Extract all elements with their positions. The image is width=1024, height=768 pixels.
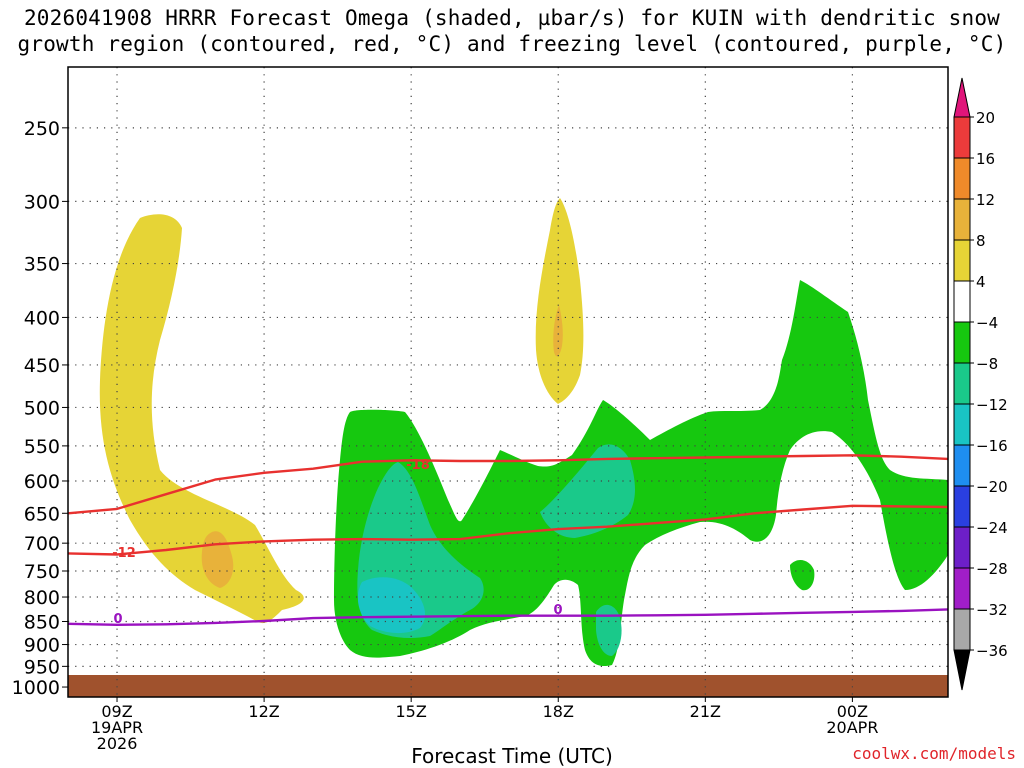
colorbar-swatch [953,280,971,323]
omega-region-neg12-neg16 [357,577,426,634]
omega-region-neg8-neg12-b [540,444,635,538]
y-tick-label: 1000 [12,677,60,699]
contour-line [68,504,948,556]
colorbar-swatch [953,157,971,200]
x-tick-label: 2026 [97,734,138,753]
colorbar-label: 20 [976,109,995,127]
contour-lines [68,454,948,626]
y-axis-pressure: 2503003504004505005506006507007508008509… [12,118,68,699]
colorbar-label: −16 [976,437,1008,455]
ground-surface [68,675,948,697]
y-tick-label: 600 [24,471,60,493]
contour-labels: -18 -12 0 0 [112,458,562,627]
y-tick-label: 500 [24,397,60,419]
y-tick-label: 350 [24,254,60,276]
colorbar-swatch [953,198,971,241]
omega-region-4-8-spike [535,198,584,404]
y-tick-label: 550 [24,436,60,458]
contour-label: 0 [113,612,122,627]
y-tick-label: 950 [24,656,60,678]
x-tick-label: 12Z [248,702,279,721]
chart-title-line-1: 2026041908 HRRR Forecast Omega (shaded, … [23,6,1001,30]
omega-region-neg4-neg8-blob [790,559,815,591]
colorbar-label: −4 [976,314,998,332]
colorbar-label: −12 [976,396,1008,414]
x-tick-label: 20APR [826,718,878,737]
colorbar-label: −32 [976,601,1008,619]
y-tick-label: 800 [24,587,60,609]
y-tick-label: 250 [24,118,60,140]
omega-region-8-12-spike [553,305,563,357]
colorbar-swatch [953,321,971,364]
colorbar-label: −20 [976,478,1008,496]
colorbar-label: −24 [976,519,1008,537]
chart-title-line-2: growth region (contoured, red, °C) and f… [17,32,1007,56]
colorbar-bottom-arrow [953,649,971,691]
colorbar-swatch [953,116,971,159]
x-tick-label: 21Z [690,702,721,721]
omega-region-4-8 [99,214,304,624]
colorbar-label: 8 [976,232,986,250]
plot-frame [67,66,949,698]
colorbar-label: −28 [976,560,1008,578]
x-tick-label: 15Z [396,702,427,721]
contour-line [68,454,948,515]
x-tick-label: 00Z [837,702,868,721]
colorbar-swatch [953,485,971,528]
colorbar-label: −8 [976,355,998,373]
omega-colorbar: 20 16 12 8 4 −4 −8 −12 −16 −20 −24 −28 −32 −36 [953,77,1008,691]
y-tick-label: 900 [24,635,60,657]
y-tick-label: 750 [24,561,60,583]
contour-label: -12 [112,546,136,561]
colorbar-swatch [953,362,971,405]
colorbar-label: 16 [976,150,995,168]
colorbar-swatch [953,444,971,487]
x-tick-label: 19APR [91,718,143,737]
x-tick-label: 18Z [543,702,574,721]
y-tick-label: 850 [24,611,60,633]
contour-label: 0 [553,603,562,618]
y-tick-label: 650 [24,503,60,525]
omega-shading [99,198,948,667]
colorbar-top-arrow [953,77,971,118]
colorbar-label: −36 [976,642,1008,660]
omega-region-neg8-neg12-c [596,604,622,656]
contour-label: -18 [406,458,430,473]
contour-line [68,608,948,626]
colorbar-swatch [953,526,971,569]
y-tick-label: 400 [24,307,60,329]
y-tick-label: 300 [24,191,60,213]
x-tick-label: 09Z [101,702,132,721]
y-tick-label: 450 [24,355,60,377]
colorbar-swatch [953,403,971,446]
y-tick-label: 700 [24,533,60,555]
source-credit: coolwx.com/models [852,744,1016,763]
colorbar-label: 12 [976,191,995,209]
colorbar-swatch [953,239,971,282]
colorbar-swatch [953,567,971,610]
omega-region-neg4-neg8 [334,280,948,667]
plot-grid [68,67,948,697]
colorbar-label: 4 [976,273,986,291]
colorbar-swatch [953,608,971,651]
x-axis-label: Forecast Time (UTC) [411,744,613,768]
